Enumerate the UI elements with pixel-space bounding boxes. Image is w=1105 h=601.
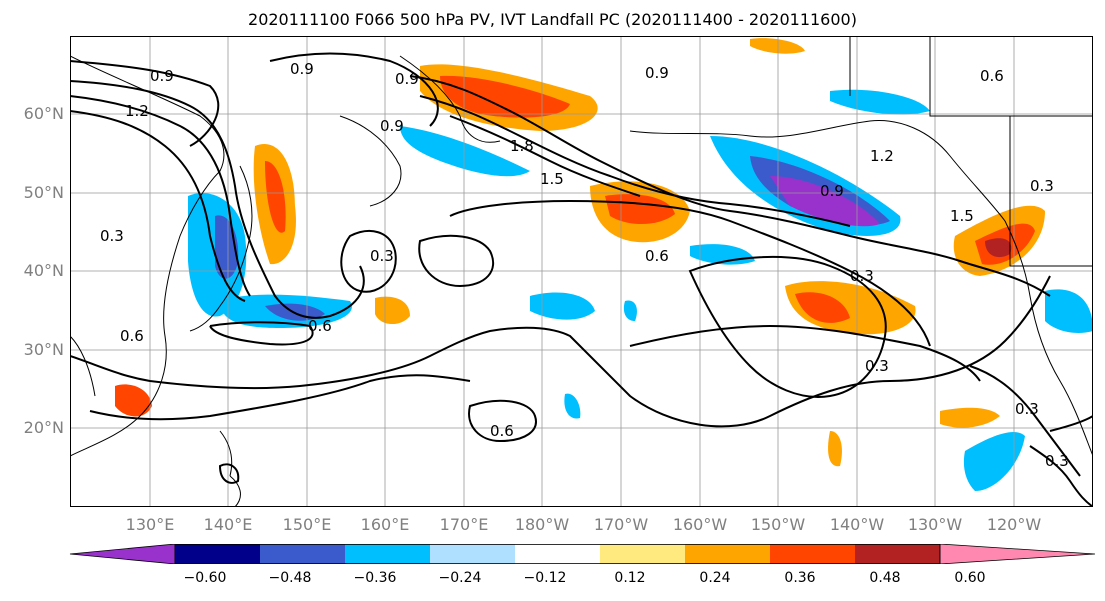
contour-label: 0.9: [395, 70, 419, 88]
lon-label-130e: 130°E: [125, 515, 175, 534]
map-title: 2020111100 F066 500 hPa PV, IVT Landfall…: [248, 10, 857, 29]
contour-label: 0.9: [645, 64, 669, 82]
negative-anomaly-gulf-core: [770, 176, 880, 227]
colorbar-label: 0.24: [699, 570, 731, 586]
colorbar-segment: [430, 544, 515, 564]
contour-label: 0.3: [370, 247, 394, 265]
negative-anomaly-aleutian: [400, 126, 530, 177]
lat-label-30n: 30°N: [23, 340, 64, 359]
positive-anomaly-bering-core: [440, 75, 570, 118]
contour-label: 1.5: [950, 207, 974, 225]
colorbar-label: −0.36: [353, 570, 397, 586]
positive-anomaly-southeast: [940, 407, 1000, 428]
negative-anomaly-small-5: [623, 300, 637, 321]
colorbar-label: 0.60: [954, 570, 986, 586]
lon-label-120w: 120°W: [986, 515, 1042, 534]
colorbar-segment: [260, 544, 345, 564]
colorbar-segment: [770, 544, 855, 564]
lat-label-20n: 20°N: [23, 418, 64, 437]
contour-label: 0.9: [150, 67, 174, 85]
lon-label-150e: 150°E: [282, 515, 332, 534]
negative-anomaly-east-edge: [1045, 289, 1093, 333]
contour-label: 0.6: [490, 422, 514, 440]
negative-anomaly-small-6: [564, 393, 581, 419]
positive-anomaly-small-3: [115, 384, 152, 417]
contour-label: 0.3: [1030, 177, 1054, 195]
contour-label: 0.9: [380, 117, 404, 135]
map-gridlines: [70, 36, 1093, 507]
contour-label: 1.8: [510, 137, 534, 155]
lon-label-170e: 170°E: [439, 515, 489, 534]
contour-label: 0.9: [290, 60, 314, 78]
positive-anomaly-japan-core: [265, 161, 286, 233]
positive-anomaly-small-2: [375, 296, 410, 325]
colorbar-label: 0.36: [784, 570, 816, 586]
contour-label: 1.5: [540, 170, 564, 188]
map-panel: 0.9 0.9 1.2 0.9 0.9 0.9 0.3 0.6 1.8 1.5 …: [70, 36, 1093, 507]
negative-anomaly-japan-south-core: [265, 303, 325, 321]
pv-contours: [70, 52, 1093, 507]
contour-label: 0.9: [820, 182, 844, 200]
lon-label-140e: 140°E: [203, 515, 253, 534]
colorbar-segment: [69, 544, 176, 564]
contour-label: 0.6: [308, 317, 332, 335]
contour-label: 1.2: [125, 102, 149, 120]
colorbar-label: −0.48: [268, 570, 312, 586]
lon-label-170w: 170°W: [593, 515, 649, 534]
lon-label-130w: 130°W: [907, 515, 963, 534]
colorbar-label: 0.12: [614, 570, 646, 586]
colorbar-segment: [345, 544, 430, 564]
positive-anomaly-small-7: [828, 431, 842, 467]
colorbar-label: −0.60: [183, 570, 227, 586]
negative-anomaly-northeast-top: [830, 89, 930, 115]
colorbar-label: −0.24: [438, 570, 482, 586]
colorbar-segment: [685, 544, 770, 564]
coastlines: [70, 36, 1093, 507]
negative-anomaly-southeast: [963, 431, 1025, 491]
colorbar-segment: [600, 544, 685, 564]
contour-label: 0.3: [100, 227, 124, 245]
lon-label-180w: 180°W: [514, 515, 570, 534]
positive-anomaly-top: [750, 38, 805, 54]
contour-label: 1.2: [870, 147, 894, 165]
lat-label-60n: 60°N: [23, 104, 64, 123]
contour-label: 0.3: [1015, 400, 1039, 418]
positive-anomaly-northeast-core: [795, 292, 850, 323]
contour-label: 0.3: [1045, 452, 1069, 470]
contour-label: 0.6: [120, 327, 144, 345]
lat-label-50n: 50°N: [23, 183, 64, 202]
lat-label-40n: 40°N: [23, 261, 64, 280]
contour-label: 0.3: [865, 357, 889, 375]
colorbar-segment: [855, 544, 940, 564]
colorbar: [69, 544, 1096, 564]
map-border: [70, 36, 1093, 507]
colorbar-segment: [175, 544, 260, 564]
lon-label-160w: 160°W: [672, 515, 728, 534]
positive-anomaly-westcoast-peak: [985, 238, 1012, 258]
lon-label-150w: 150°W: [750, 515, 806, 534]
lon-label-160e: 160°E: [360, 515, 410, 534]
colorbar-label: −0.12: [523, 570, 567, 586]
colorbar-label: 0.48: [869, 570, 901, 586]
contour-label: 0.3: [850, 267, 874, 285]
negative-anomaly-small-1: [530, 292, 595, 320]
colorbar-segment: [939, 544, 1096, 564]
colorbar-segment: [515, 544, 600, 564]
lon-label-140w: 140°W: [829, 515, 885, 534]
contour-labels: 0.9 0.9 1.2 0.9 0.9 0.9 0.3 0.6 1.8 1.5 …: [100, 60, 1069, 470]
contour-label: 0.6: [645, 247, 669, 265]
contour-label: 0.6: [980, 67, 1004, 85]
